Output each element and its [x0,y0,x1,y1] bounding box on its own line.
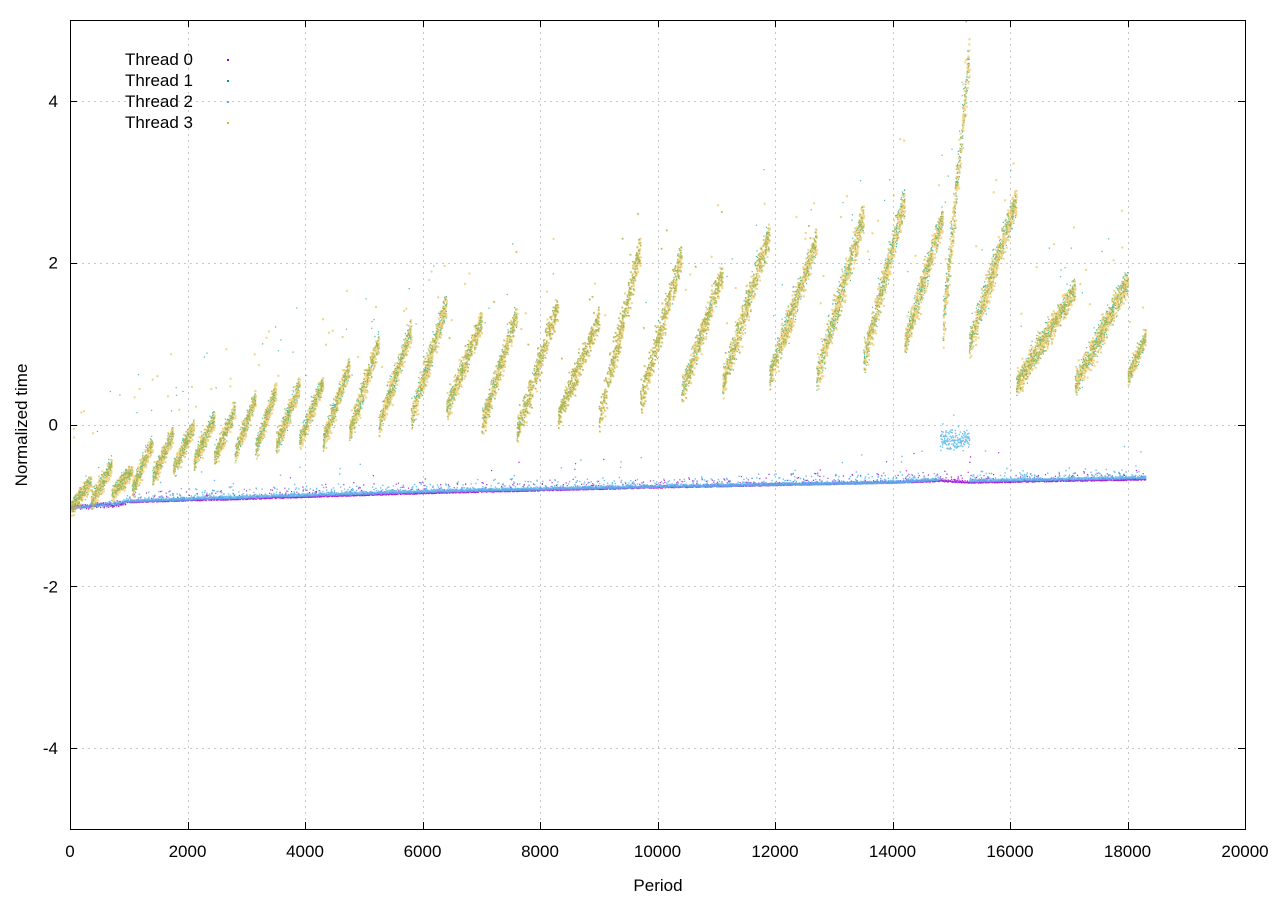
x-tick-label: 14000 [869,842,916,861]
y-tick-label: 0 [49,416,58,435]
legend-marker [227,80,229,82]
x-tick-label: 16000 [986,842,1033,861]
x-tick-label: 8000 [521,842,559,861]
x-tick-label: 12000 [751,842,798,861]
series-thread-1-points [70,21,1147,513]
data-points [70,21,1147,517]
x-axis-label: Period [633,876,682,895]
legend-marker [227,122,229,124]
x-tick-label: 2000 [169,842,207,861]
series-thread-2-points [70,414,1147,510]
x-tick-label: 10000 [634,842,681,861]
x-tick-label: 20000 [1221,842,1268,861]
axis-ticks [70,20,1246,829]
x-tick-label: 18000 [1104,842,1151,861]
y-tick-labels: -4 -2 0 2 4 [43,92,58,758]
y-tick-label: -4 [43,739,58,758]
y-tick-label: 4 [49,92,58,111]
legend: Thread 0 Thread 1 Thread 2 Thread 3 [125,50,229,132]
y-tick-label: -2 [43,577,58,596]
series-thread-3-points [70,38,1147,517]
y-axis-label: Normalized time [12,364,31,487]
x-tick-label: 4000 [286,842,324,861]
x-tick-label: 0 [65,842,74,861]
legend-marker [227,101,229,103]
legend-label: Thread 0 [125,50,193,69]
grid [70,20,1245,829]
x-tick-label: 6000 [404,842,442,861]
legend-label: Thread 1 [125,71,193,90]
legend-label: Thread 2 [125,92,193,111]
y-tick-label: 2 [49,254,58,273]
legend-marker [227,59,229,61]
x-tick-labels: 0 2000 4000 6000 8000 10000 12000 14000 16000 180… [65,842,1268,861]
legend-label: Thread 3 [125,113,193,132]
